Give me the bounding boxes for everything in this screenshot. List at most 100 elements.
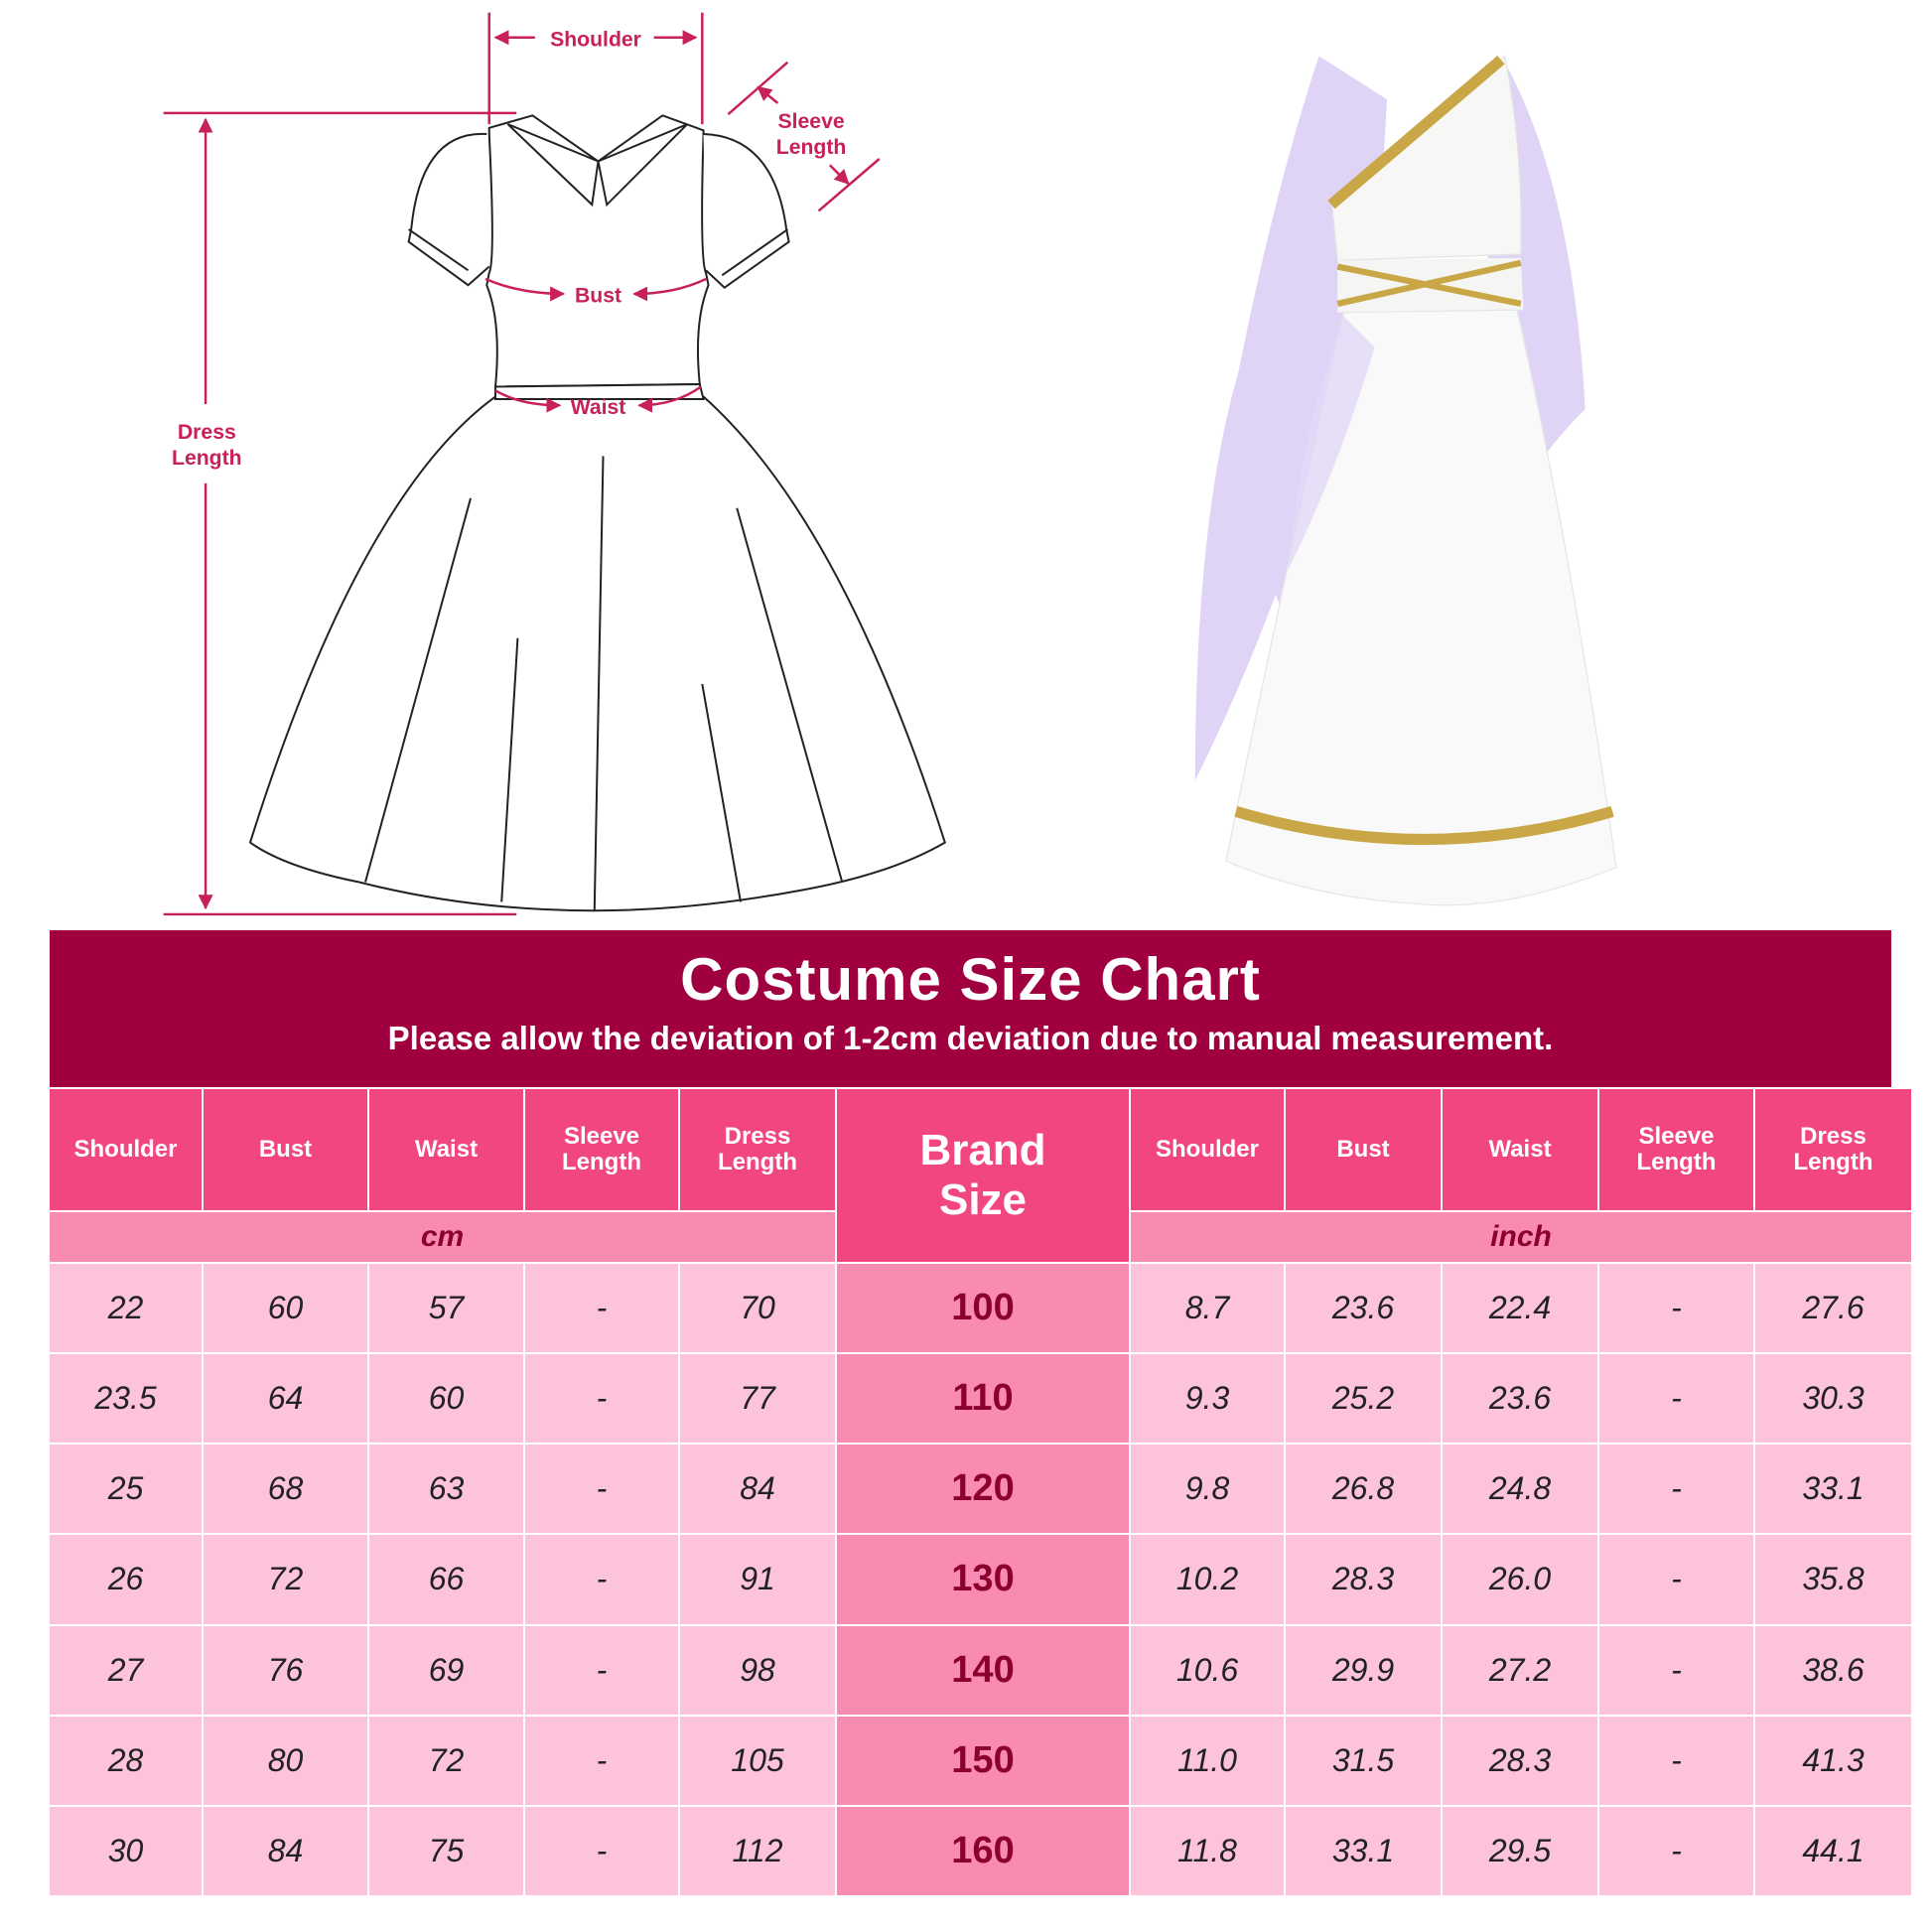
chart-title: Costume Size Chart (680, 946, 1261, 1013)
table-cell-cm: - (525, 1625, 678, 1715)
brand-size-cell: 120 (837, 1445, 1129, 1534)
brand-size-cell: 140 (837, 1625, 1129, 1715)
size-table: Shoulder Bust Waist Sleeve Length Dress Leng… (50, 1089, 1911, 1895)
table-cell-cm: - (525, 1716, 678, 1805)
table-cell-inch: - (1599, 1535, 1753, 1624)
header-inch-0: Shoulder (1131, 1089, 1284, 1210)
table-cell-cm: 28 (50, 1716, 202, 1805)
header-cm-4: Dress Length (680, 1089, 835, 1210)
header-cm-3: Sleeve Length (525, 1089, 678, 1210)
header-cm-0: Shoulder (50, 1089, 202, 1210)
table-cell-inch: 23.6 (1286, 1264, 1441, 1353)
table-cell-cm: 30 (50, 1806, 202, 1895)
table-cell-cm: 22 (50, 1264, 202, 1353)
table-cell-inch: - (1599, 1354, 1753, 1444)
measurement-illustration: Shoulder Sleeve Length Bust Waist Dress … (163, 12, 1617, 916)
table-cell-inch: 28.3 (1443, 1716, 1597, 1805)
header-inch-1: Bust (1286, 1089, 1441, 1210)
table-cell-inch: 29.9 (1286, 1625, 1441, 1715)
header-inch-2: Waist (1443, 1089, 1597, 1210)
table-cell-cm: 80 (204, 1716, 367, 1805)
header-inch-3: Sleeve Length (1599, 1089, 1753, 1210)
table-cell-cm: 98 (680, 1625, 835, 1715)
bust-label: Bust (575, 285, 621, 308)
table-cell-cm: 112 (680, 1806, 835, 1895)
table-cell-inch: - (1599, 1806, 1753, 1895)
table-cell-inch: 26.8 (1286, 1445, 1441, 1534)
table-cell-cm: 84 (204, 1806, 367, 1895)
table-cell-inch: - (1599, 1264, 1753, 1353)
unit-inch-label: inch (1131, 1212, 1911, 1262)
table-cell-inch: 27.2 (1443, 1625, 1597, 1715)
header-brand-size: Brand Size (837, 1089, 1129, 1262)
table-cell-cm: 75 (369, 1806, 523, 1895)
table-cell-inch: 44.1 (1755, 1806, 1911, 1895)
header-cm-2: Waist (369, 1089, 523, 1210)
costume-product-photo (1194, 55, 1617, 906)
table-cell-inch: 41.3 (1755, 1716, 1911, 1805)
chart-subtitle: Please allow the deviation of 1-2cm devi… (387, 1020, 1554, 1056)
unit-cm-label: cm (50, 1212, 835, 1262)
dress-outline-drawing (248, 114, 946, 912)
table-cell-cm: 70 (680, 1264, 835, 1353)
brand-size-cell: 100 (837, 1264, 1129, 1353)
table-cell-inch: 38.6 (1755, 1625, 1911, 1715)
table-cell-inch: 29.5 (1443, 1806, 1597, 1895)
table-cell-cm: 64 (204, 1354, 367, 1444)
table-cell-cm: 26 (50, 1535, 202, 1624)
brand-size-cell: 160 (837, 1806, 1129, 1895)
table-cell-cm: 76 (204, 1625, 367, 1715)
table-cell-inch: 25.2 (1286, 1354, 1441, 1444)
table-cell-cm: - (525, 1445, 678, 1534)
table-cell-inch: 26.0 (1443, 1535, 1597, 1624)
dress-length-label-line1: Dress (178, 421, 236, 444)
table-cell-inch: 31.5 (1286, 1716, 1441, 1805)
table-cell-cm: 69 (369, 1625, 523, 1715)
waist-label: Waist (571, 396, 626, 419)
table-cell-cm: 66 (369, 1535, 523, 1624)
table-cell-cm: - (525, 1354, 678, 1444)
table-cell-inch: 30.3 (1755, 1354, 1911, 1444)
table-cell-inch: 8.7 (1131, 1264, 1284, 1353)
table-cell-inch: 9.3 (1131, 1354, 1284, 1444)
table-cell-cm: 91 (680, 1535, 835, 1624)
table-cell-cm: 27 (50, 1625, 202, 1715)
table-cell-cm: 105 (680, 1716, 835, 1805)
table-cell-cm: 23.5 (50, 1354, 202, 1444)
size-chart-banner: Costume Size Chart Please allow the devi… (50, 930, 1891, 1087)
header-cm-1: Bust (204, 1089, 367, 1210)
table-cell-inch: 33.1 (1755, 1445, 1911, 1534)
table-cell-inch: 24.8 (1443, 1445, 1597, 1534)
brand-size-cell: 130 (837, 1535, 1129, 1624)
table-cell-inch: 27.6 (1755, 1264, 1911, 1353)
table-cell-inch: 11.0 (1131, 1716, 1284, 1805)
dress-length-label-line2: Length (172, 447, 242, 470)
table-cell-inch: 28.3 (1286, 1535, 1441, 1624)
table-cell-inch: 10.2 (1131, 1535, 1284, 1624)
table-cell-cm: 57 (369, 1264, 523, 1353)
table-cell-cm: 25 (50, 1445, 202, 1534)
sleeve-length-label-line1: Sleeve (777, 110, 844, 133)
sleeve-length-label-line2: Length (776, 136, 847, 159)
table-cell-inch: 11.8 (1131, 1806, 1284, 1895)
table-cell-inch: - (1599, 1625, 1753, 1715)
table-cell-inch: 35.8 (1755, 1535, 1911, 1624)
table-cell-cm: 60 (369, 1354, 523, 1444)
table-cell-cm: 72 (204, 1535, 367, 1624)
table-cell-cm: 63 (369, 1445, 523, 1534)
table-cell-cm: 77 (680, 1354, 835, 1444)
table-cell-cm: 60 (204, 1264, 367, 1353)
brand-size-cell: 150 (837, 1716, 1129, 1805)
brand-size-cell: 110 (837, 1354, 1129, 1444)
table-cell-cm: - (525, 1806, 678, 1895)
table-cell-cm: - (525, 1535, 678, 1624)
table-cell-inch: - (1599, 1445, 1753, 1534)
header-inch-4: Dress Length (1755, 1089, 1911, 1210)
table-cell-inch: 33.1 (1286, 1806, 1441, 1895)
table-cell-inch: 22.4 (1443, 1264, 1597, 1353)
table-cell-cm: - (525, 1264, 678, 1353)
shoulder-label: Shoulder (550, 28, 641, 51)
table-cell-inch: 9.8 (1131, 1445, 1284, 1534)
table-cell-inch: 10.6 (1131, 1625, 1284, 1715)
table-cell-cm: 84 (680, 1445, 835, 1534)
